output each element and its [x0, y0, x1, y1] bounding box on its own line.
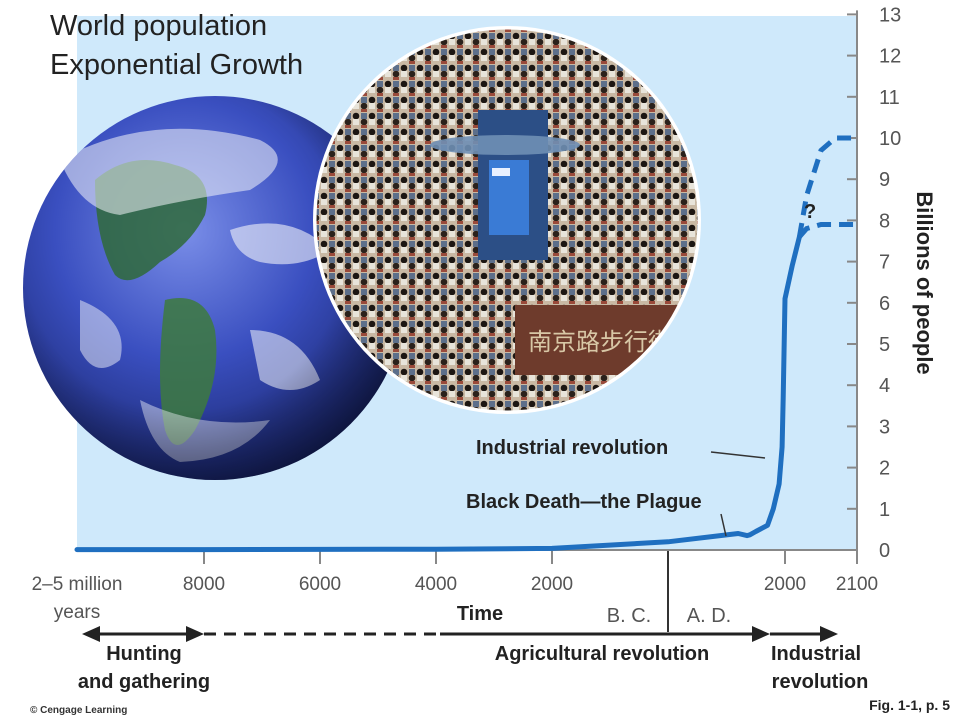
annotation-black-death-leader: [720, 513, 727, 537]
y-tick-label-6: 6: [879, 293, 890, 315]
y-tick-label-11: 11: [879, 87, 900, 109]
y-tick-label-9: 9: [879, 169, 890, 191]
y-tick-label-8: 8: [879, 210, 890, 232]
era-label-bc: B. C.: [607, 605, 651, 627]
chart-title-line2: Exponential Growth: [50, 49, 303, 81]
figure-reference: Fig. 1-1, p. 5: [869, 697, 950, 713]
period-label-hunting-1: Hunting: [106, 643, 182, 665]
y-tick-label-0: 0: [879, 540, 890, 562]
population-projection-low: [797, 222, 857, 239]
y-tick-label-12: 12: [879, 46, 901, 68]
x-tick-label-5: 4000: [415, 574, 457, 595]
x-tick-label-8: 2100: [836, 574, 878, 595]
population-projection-high: [796, 135, 857, 238]
y-tick-label-7: 7: [879, 252, 890, 274]
era-label-ad: A. D.: [687, 605, 731, 627]
annotation-industrial-revolution: Industrial revolution: [476, 437, 668, 459]
y-tick-label-3: 3: [879, 416, 890, 438]
period-hunting-arrow-right: [186, 626, 204, 642]
projection-question-mark: ?: [804, 201, 816, 223]
y-tick-label-1: 1: [879, 499, 890, 521]
x-tick-label-7: 2000: [764, 574, 806, 595]
x-tick-label-4: 6000: [299, 574, 341, 595]
population-curve-historical: [74, 234, 802, 553]
period-agricultural-arrow-right: [752, 626, 770, 642]
x-tick-label-3: 8000: [183, 574, 225, 595]
y-tick-label-10: 10: [879, 128, 901, 150]
period-label-industrial-1: Industrial: [771, 643, 861, 665]
y-axis-label: Billions of people: [912, 191, 937, 374]
period-industrial-arrow-right: [820, 626, 838, 642]
y-tick-label-2: 2: [879, 458, 890, 480]
annotation-industrial-leader: [710, 451, 766, 459]
period-hunting-arrow-left: [82, 626, 100, 642]
crowd-photo-image: 南京路步行街: [313, 26, 701, 414]
period-arrows: [82, 626, 838, 642]
period-label-industrial-2: revolution: [772, 671, 869, 693]
period-label-hunting-2: and gathering: [78, 671, 210, 693]
annotation-black-death: Black Death—the Plague: [466, 491, 702, 513]
y-tick-label-5: 5: [879, 334, 890, 356]
x-tick-label-1: 2–5 million: [32, 574, 123, 595]
x-axis-label: Time: [457, 603, 503, 625]
chart-title-line1: World population: [50, 10, 267, 42]
period-label-agricultural: Agricultural revolution: [495, 643, 709, 665]
x-tick-label-6: 2000: [531, 574, 573, 595]
x-axis-ticks: [203, 550, 858, 564]
credit-text: © Cengage Learning: [30, 705, 127, 716]
y-tick-label-13: 13: [879, 4, 901, 26]
y-tick-label-4: 4: [879, 375, 890, 397]
x-tick-label-2: years: [54, 602, 100, 623]
earth-globe-image: [23, 96, 407, 480]
